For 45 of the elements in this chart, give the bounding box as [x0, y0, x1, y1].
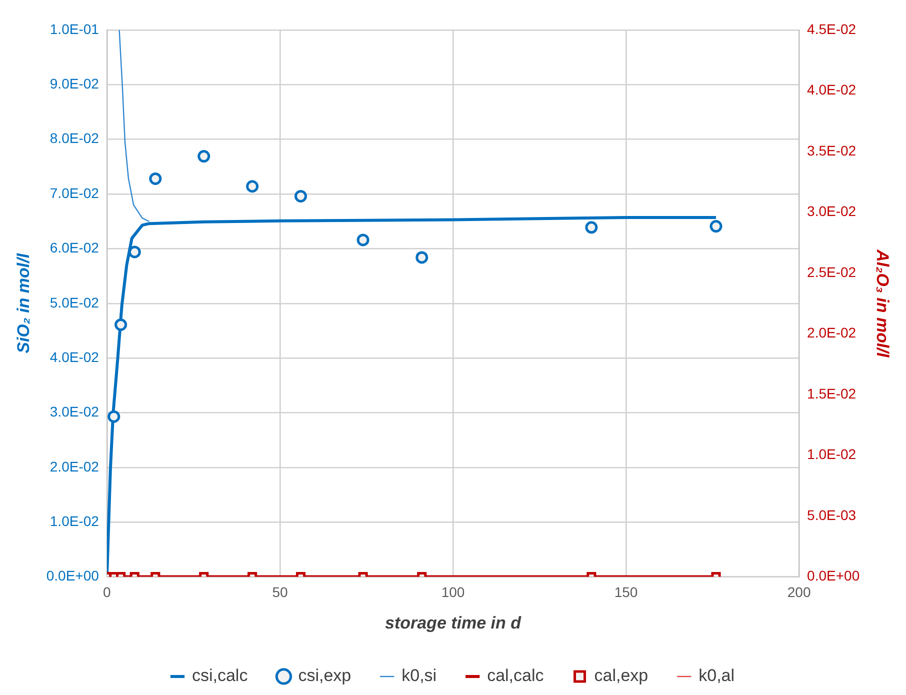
x-axis-title: storage time in d [384, 613, 522, 632]
x-tick-label: 100 [441, 584, 465, 600]
y2-tick-label: 4.5E-02 [807, 20, 856, 37]
y-tick-label: 4.0E-02 [50, 348, 100, 365]
x-tick-label: 50 [272, 584, 288, 600]
y2-tick-label: 4.0E-02 [807, 82, 856, 98]
point [108, 410, 120, 423]
point [198, 150, 210, 163]
legend-label: csi,calc [192, 666, 248, 686]
y-tick-label: 5.0E-02 [50, 294, 100, 310]
legend-label: csi,exp [298, 666, 352, 686]
y-tick-label: 7.0E-02 [50, 184, 100, 201]
point [246, 180, 259, 193]
y2-tick-label: 2.5E-02 [807, 264, 856, 280]
y2-tick-label: 5.0E-03 [807, 506, 856, 523]
y-tick-label: 9.0E-02 [50, 76, 100, 92]
point [114, 318, 128, 331]
y-tick-label: 6.0E-02 [50, 240, 100, 256]
y2-axis-title: Al₂O₃ in mol/l [873, 248, 892, 358]
point [710, 220, 722, 233]
y-tick-label: 2.0E-02 [50, 458, 100, 474]
x-tick-label: 0 [103, 584, 112, 600]
x-tick-label: 200 [787, 584, 811, 600]
y2-tick-label: 2.0E-02 [807, 324, 856, 341]
y2-tick-label: 1.5E-02 [807, 385, 856, 402]
legend-label: k0,al [698, 666, 735, 686]
legend-label: k0,si [402, 666, 437, 686]
legend-label: cal,calc [487, 666, 544, 686]
point [416, 251, 428, 264]
y2-tick-label: 3.0E-02 [807, 203, 856, 220]
point [585, 221, 598, 234]
y-tick-label: 3.0E-02 [50, 404, 100, 420]
point [149, 172, 162, 185]
y-tick-label: 0.0E+00 [46, 568, 100, 584]
y2-tick-label: 3.5E-02 [807, 142, 856, 158]
y2-tick-label: 1.0E-02 [807, 446, 856, 462]
point [294, 190, 307, 202]
legend-label: cal,exp [594, 666, 648, 686]
y-axis-title: SiO₂ in mol/l [14, 252, 33, 354]
y2-tick-label: 0.0E+00 [807, 568, 860, 584]
point [356, 234, 370, 246]
x-tick-label: 150 [614, 584, 638, 600]
y-tick-label: 1.0E-01 [50, 20, 100, 37]
y-tick-label: 8.0E-02 [50, 130, 100, 146]
y-tick-label: 1.0E-02 [50, 512, 100, 529]
